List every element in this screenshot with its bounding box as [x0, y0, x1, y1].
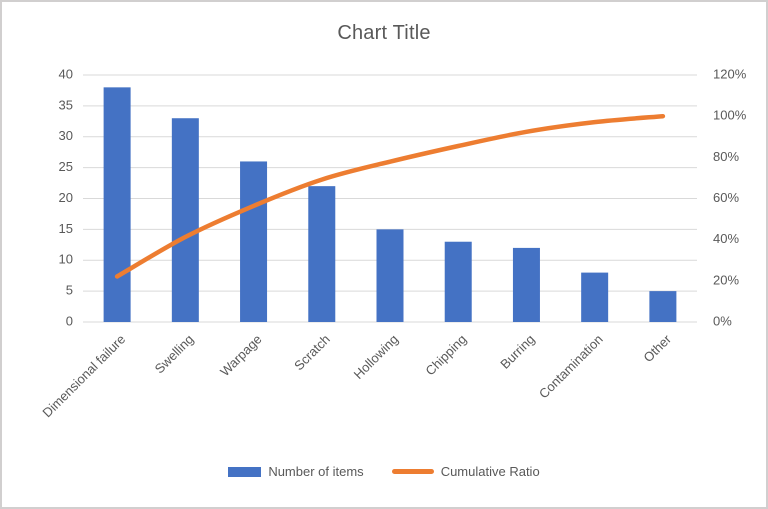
category-label: Burring: [497, 332, 537, 372]
line-series-swatch: [391, 469, 434, 474]
left-axis-tick: 15: [59, 221, 73, 236]
category-label: Other: [640, 331, 674, 365]
right-axis-tick: 20%: [713, 272, 739, 287]
bar-series-swatch: [228, 466, 262, 477]
right-axis-tick: 120%: [713, 66, 747, 81]
chart-title[interactable]: Chart Title: [337, 22, 431, 44]
bar[interactable]: [240, 161, 268, 322]
bar[interactable]: [376, 229, 404, 322]
right-axis-tick: 100%: [713, 108, 747, 123]
left-axis-tick: 20: [59, 190, 73, 205]
legend: Number of items Cumulative Ratio: [2, 464, 766, 479]
left-axis-tick: 10: [59, 252, 73, 267]
category-label: Chipping: [422, 332, 469, 379]
left-axis-tick: 40: [59, 66, 73, 81]
category-label: Warpage: [217, 332, 265, 380]
right-axis-tick: 60%: [713, 190, 739, 205]
bar[interactable]: [444, 241, 472, 322]
legend-label-number-of-items: Number of items: [268, 464, 364, 479]
bar[interactable]: [581, 272, 609, 322]
bar[interactable]: [649, 291, 677, 322]
cumulative-line[interactable]: [114, 113, 666, 279]
category-label: Contamination: [536, 332, 606, 402]
left-axis-tick: 25: [59, 159, 73, 174]
legend-item-cumulative-ratio[interactable]: Cumulative Ratio: [391, 464, 540, 479]
category-label: Dimensional failure: [39, 332, 128, 421]
bar[interactable]: [171, 118, 199, 322]
right-axis-tick: 40%: [713, 231, 739, 246]
bar[interactable]: [103, 87, 131, 322]
legend-label-cumulative-ratio: Cumulative Ratio: [440, 464, 540, 479]
left-axis-tick: 0: [66, 313, 73, 328]
bar[interactable]: [512, 247, 540, 322]
bar[interactable]: [308, 186, 336, 322]
legend-item-number-of-items[interactable]: Number of items: [228, 464, 364, 479]
category-label: Hollowing: [351, 332, 401, 382]
left-axis-tick: 5: [66, 283, 73, 298]
category-label: Scratch: [291, 332, 333, 374]
left-axis-tick: 30: [59, 128, 73, 143]
right-axis-tick: 80%: [713, 149, 739, 164]
right-axis-tick: 0%: [713, 313, 732, 328]
left-axis-tick: 35: [59, 97, 73, 112]
category-label: Swelling: [152, 332, 197, 377]
